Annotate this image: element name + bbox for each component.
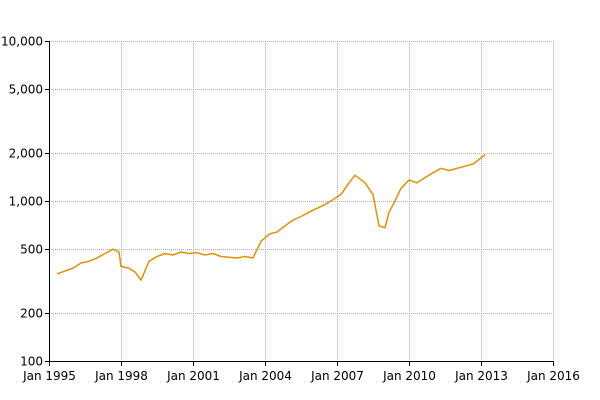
y-tick-label: 10,000 <box>1 35 43 49</box>
y-tick-label: 1,000 <box>9 195 43 209</box>
series-layer <box>56 154 486 281</box>
tick-labels: 100 200 500 1,000 2,000 5,000 10,000 Jan 1995 Ja… <box>1 35 580 384</box>
x-tick-label: Jan 2010 <box>382 369 436 383</box>
x-tick-label: Jan 2007 <box>310 369 364 383</box>
y-tick-label: 100 <box>20 355 43 369</box>
x-tick-label: Jan 2016 <box>526 369 580 383</box>
x-tick-label: Jan 1995 <box>22 369 76 383</box>
y-tick-label: 500 <box>20 243 43 257</box>
x-tick-label: Jan 2004 <box>238 369 292 383</box>
grid <box>49 41 554 361</box>
x-tick-label: Jan 1998 <box>94 369 148 383</box>
y-tick-label: 5,000 <box>9 83 43 97</box>
series-line <box>56 154 486 281</box>
x-tick-label: Jan 2001 <box>166 369 220 383</box>
y-tick-label: 200 <box>20 307 43 321</box>
axes <box>45 41 554 366</box>
y-tick-label: 2,000 <box>9 147 43 161</box>
x-tick-label: Jan 2013 <box>454 369 508 383</box>
